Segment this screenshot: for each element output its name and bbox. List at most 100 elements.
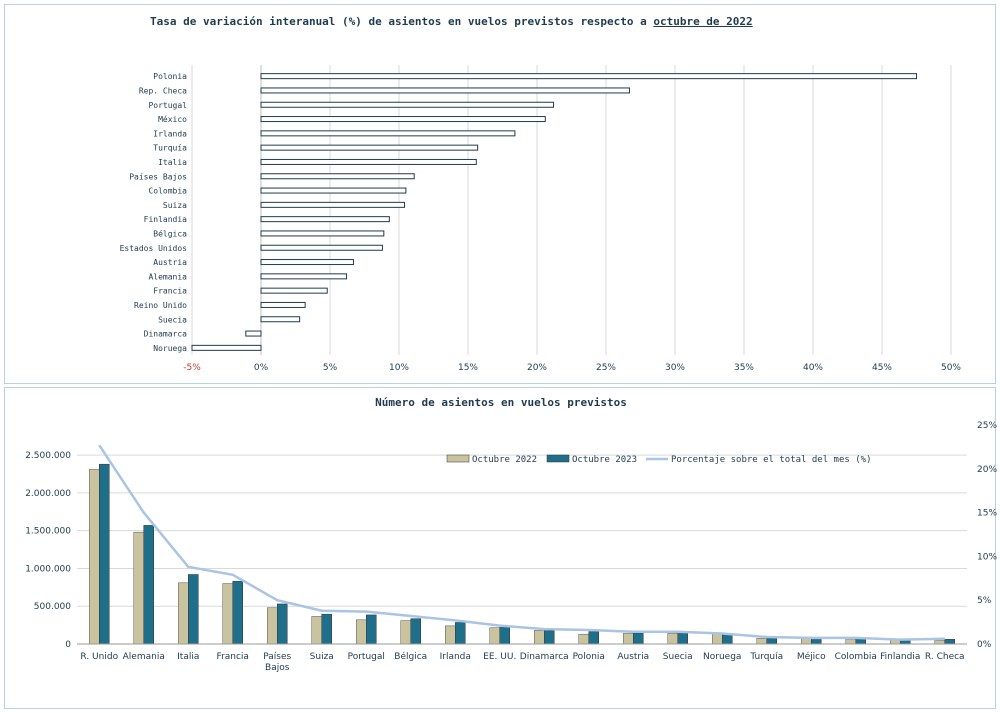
x-category-label: Portugal [348,652,385,662]
x-category-label: Polonia [573,652,605,662]
variation-bar [260,216,390,223]
x-tick-label: 30% [665,363,685,373]
bar-octubre-2022 [623,633,634,645]
category-label: Italia [158,158,187,167]
variation-bar [260,287,328,294]
bar-octubre-2023 [588,631,599,645]
x-category-label: Francia [217,652,249,662]
variation-bar [260,187,407,194]
category-label: Polonia [153,72,187,81]
bar-octubre-2022 [356,619,367,645]
x-category-label: Irlanda [440,652,471,662]
variation-bar [191,344,262,351]
x-category-label: Alemania [123,652,165,662]
variation-bar [260,301,306,308]
x-tick-label: 10% [389,363,409,373]
x-category-label: Austria [617,652,649,662]
x-category-label: Colombia [835,652,877,662]
x-category-label: Italia [177,652,199,662]
category-label: Portugal [148,101,187,110]
bar-octubre-2022 [845,638,856,645]
bar-octubre-2022 [934,639,945,645]
variation-chart-panel: Tasa de variación interanual (%) de asie… [4,4,996,384]
x-category-label: Finlandia [880,652,920,662]
y2-tick-label: 10% [977,552,997,562]
variation-bar [260,201,406,208]
category-label: Alemania [148,272,187,281]
variation-bar [260,73,917,80]
bar-octubre-2022 [178,582,189,645]
bar-octubre-2022 [267,607,278,645]
x-category-label: EE. UU. [483,652,516,662]
x-category-label: Suiza [310,652,334,662]
variation-bar [260,87,630,94]
category-label: Noruega [153,344,187,353]
x-tick-label: 45% [872,363,892,373]
category-label: Finlandia [144,215,188,224]
bar-octubre-2023 [677,633,688,645]
category-label: Francia [153,287,187,296]
legend-label: Octubre 2023 [572,455,637,465]
y2-tick-label: 20% [977,465,997,475]
bar-octubre-2022 [756,638,767,645]
category-label: Estados Unidos [120,244,188,253]
variation-bar [260,273,348,280]
category-label: Dinamarca [144,330,188,339]
bar-octubre-2022 [311,616,322,645]
y2-tick-label: 0% [977,640,992,650]
bar-octubre-2023 [277,603,288,645]
bar-octubre-2023 [410,618,421,645]
variation-bar [260,316,301,323]
x-category-label: Turquía [749,652,783,662]
x-category-label: Bélgica [394,651,427,662]
bar-octubre-2023 [544,630,555,645]
category-label: Austria [153,258,187,267]
bar-octubre-2022 [222,583,233,645]
bar-octubre-2022 [534,630,545,645]
category-label: Colombia [148,187,187,196]
bar-octubre-2023 [855,638,866,645]
bar-octubre-2022 [801,638,812,645]
variation-bar [260,259,354,266]
bar-octubre-2023 [455,622,466,645]
variation-bar [260,230,385,237]
bar-octubre-2022 [489,627,500,645]
x-tick-label: 40% [803,363,823,373]
seats-chart-title: Número de asientos en vuelos previstos [375,396,627,409]
x-category-label: Bajos [265,663,290,673]
bar-octubre-2023 [321,613,332,645]
variation-chart-svg: -5% 0% 5% 10% 15% 20% 25% 30% 35% 40% 45% 50% Poloni… [120,65,961,373]
bar-octubre-2023 [143,525,154,645]
x-tick-label: 5% [323,363,338,373]
y2-tick-label: 25% [977,421,997,431]
variation-bar [260,101,555,108]
variation-bar [245,330,262,337]
bar-octubre-2023 [722,634,733,645]
variation-bar [260,116,546,123]
x-category-label: R. Unido [80,652,118,662]
category-label: Suiza [163,201,187,210]
bar-octubre-2023 [232,581,243,645]
x-tick-label: 0% [254,363,269,373]
bar-octubre-2022 [712,633,723,645]
variation-chart-title-underlined: octubre de 2022 [653,15,753,28]
bar-octubre-2023 [499,627,510,645]
y-tick-label: 2.500.000 [25,451,71,461]
bar-octubre-2022 [445,625,456,645]
percentage-line [98,444,945,641]
bar-octubre-2023 [944,639,955,645]
category-label: Turquía [153,144,187,153]
bar-octubre-2023 [99,463,110,645]
x-category-label: R. Checa [925,652,965,662]
legend-label: Octubre 2022 [472,455,537,465]
y-tick-label: 0 [65,640,71,650]
x-category-label: Méjico [797,651,826,662]
x-category-label: Noruega [703,652,741,662]
variation-bar [260,173,415,180]
x-category-label: Países [263,652,291,662]
category-label: México [158,114,187,124]
x-category-label: Suecia [663,652,693,662]
bar-octubre-2023 [188,574,199,645]
legend-swatch [446,454,470,463]
category-label: Suecia [158,315,187,324]
